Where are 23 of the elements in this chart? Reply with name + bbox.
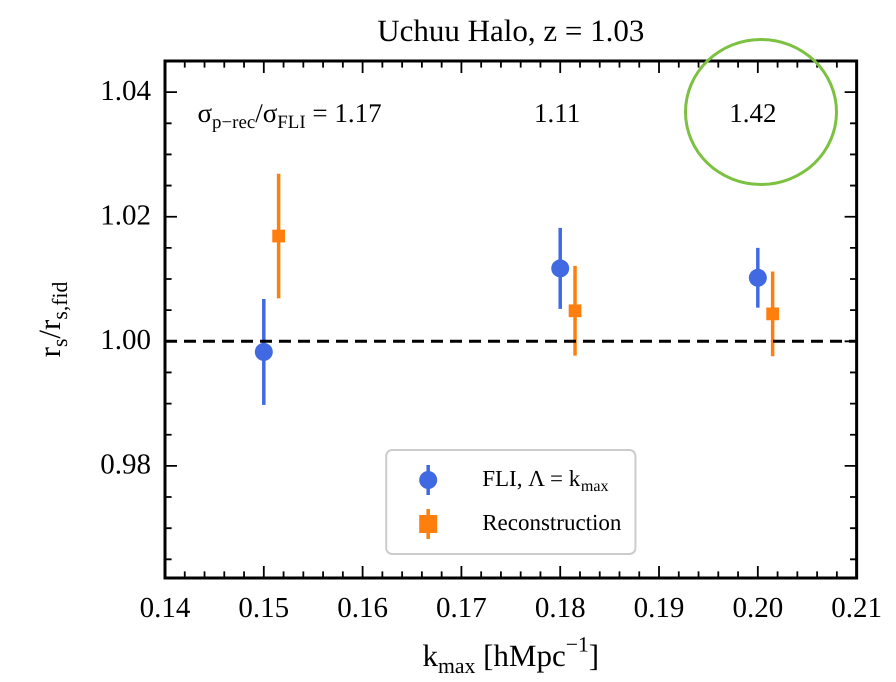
point [254, 342, 273, 361]
x-tick-label: 0.14 [140, 592, 191, 624]
y-tick-label: 1.04 [100, 74, 152, 107]
y-tick-label: 0.98 [100, 448, 151, 480]
point [551, 259, 570, 278]
x-tick-label: 0.19 [634, 592, 684, 624]
x-tick-label: 0.16 [337, 592, 388, 624]
annotation: 1.11 [534, 98, 580, 128]
y-tick-label: 1.02 [100, 199, 151, 232]
point [748, 268, 767, 287]
x-tick-label: 0.20 [732, 592, 784, 624]
chart-title: Uchuu Halo, z = 1.03 [377, 13, 644, 48]
y-axis-title: rs/rs,fid [32, 282, 72, 358]
x-tick-label: 0.17 [436, 592, 487, 624]
annotation: 1.42 [729, 98, 777, 128]
legend-label: Reconstruction [482, 510, 622, 536]
point [766, 308, 780, 320]
y-tick-label: 1.00 [100, 324, 151, 356]
x-tick-label: 0.21 [831, 592, 882, 624]
point [568, 304, 582, 318]
x-tick-label: 0.18 [534, 592, 586, 624]
x-tick-label: 0.15 [238, 592, 290, 624]
point [272, 230, 285, 242]
